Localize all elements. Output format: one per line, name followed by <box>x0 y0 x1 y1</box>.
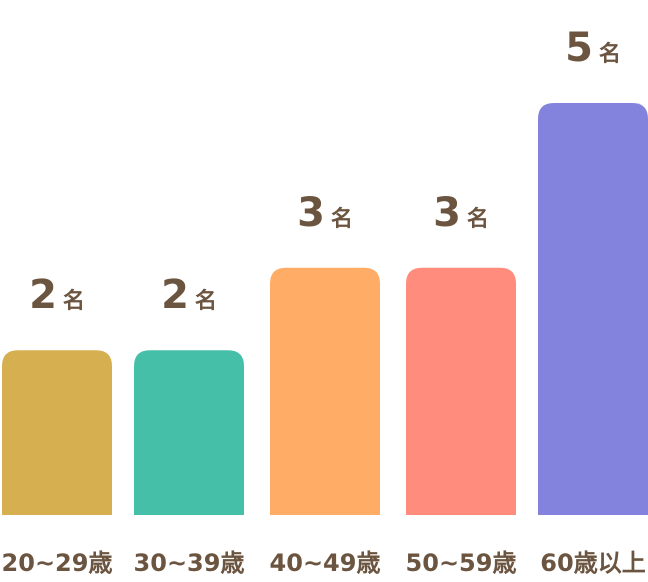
category-label-4: 50~59歳 <box>406 549 517 577</box>
value-unit: 名 <box>599 41 621 67</box>
category-labels-group: 20~29歳 30~39歳 40~49歳 50~59歳 60歳以上 <box>2 549 646 577</box>
bar-2 <box>134 350 244 515</box>
value-unit: 名 <box>331 206 353 232</box>
category-label-2: 30~39歳 <box>134 549 245 577</box>
value-unit: 名 <box>467 206 489 232</box>
category-label-3: 40~49歳 <box>270 549 381 577</box>
value-number: 5 <box>565 25 593 71</box>
value-unit: 名 <box>63 288 85 314</box>
value-labels-group: 2 名 2 名3 名 3 名5 名 <box>29 25 621 318</box>
value-unit: 名 <box>195 288 217 314</box>
bar-5 <box>538 103 648 515</box>
bar-3 <box>270 267 380 515</box>
value-number: 3 <box>433 190 461 236</box>
value-number: 2 <box>161 272 189 318</box>
value-number: 2 <box>29 272 57 318</box>
value-number: 3 <box>297 190 325 236</box>
category-label-5: 60歳以上 <box>540 549 645 577</box>
bars-group <box>2 103 648 515</box>
category-label-1: 20~29歳 <box>2 549 113 577</box>
bar-4 <box>406 267 516 515</box>
bar-1 <box>2 350 112 515</box>
